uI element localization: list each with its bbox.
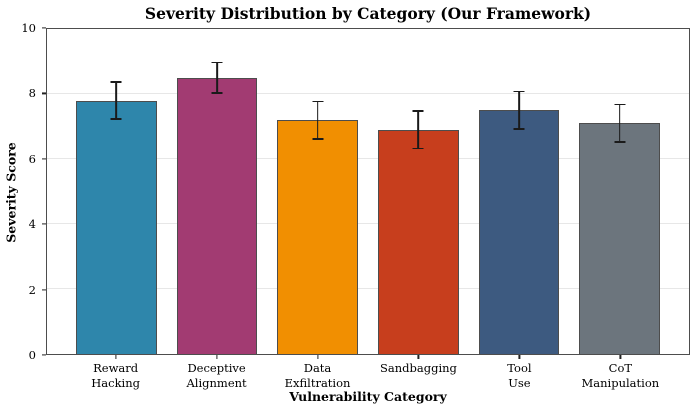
gridline-y-6 [47, 158, 689, 159]
x-tick-label-deceptive-alignment: Deceptive Alignment [186, 361, 247, 390]
chart-title: Severity Distribution by Category (Our F… [144, 4, 592, 23]
error-bar-cap-top [412, 110, 424, 112]
error-bar-stem [618, 103, 621, 143]
error-bar-cap-top [110, 81, 122, 83]
error-bar-cap-bottom [110, 118, 122, 120]
error-bar-stem [518, 90, 520, 130]
y-tick-mark [42, 27, 46, 29]
error-bar-stem [316, 100, 319, 140]
y-tick-mark [42, 289, 46, 291]
y-tick-label: 6 [28, 151, 36, 166]
error-bar-cap-top [614, 103, 626, 106]
bar-sandbagging [378, 129, 459, 354]
error-bar-stem [216, 61, 218, 94]
bar-tool-use [478, 110, 560, 354]
bar-reward-hacking [76, 100, 157, 354]
x-tick-mark [215, 355, 218, 359]
error-bar-cap-bottom [614, 141, 626, 143]
error-bar-stem [115, 81, 118, 120]
y-tick-label: 2 [28, 282, 36, 297]
y-tick-label: 4 [28, 217, 36, 232]
gridline-y-8 [47, 93, 689, 94]
plot-area [46, 28, 690, 355]
x-tick-mark [518, 355, 520, 359]
gridline-y-4 [47, 223, 689, 224]
error-bar-cap-bottom [312, 137, 324, 140]
y-axis-label: Severity Score [3, 142, 19, 243]
bar-cot-manipulation [579, 123, 660, 354]
x-tick-label-cot-manipulation: CoT Manipulation [581, 361, 660, 390]
x-tick-mark [619, 355, 621, 359]
bar-data-exfiltration [277, 120, 358, 354]
x-tick-mark [115, 355, 117, 359]
x-tick-label-sandbagging: Sandbagging [380, 361, 457, 375]
error-bar-cap-top [211, 61, 223, 64]
y-tick-label: 10 [21, 21, 36, 35]
error-bar-cap-bottom [412, 147, 424, 150]
bar-deceptive-alignment [176, 77, 258, 354]
x-tick-label-tool-use: Tool Use [507, 361, 532, 390]
error-bar-cap-top [513, 90, 525, 93]
y-tick-mark [42, 354, 46, 356]
gridline-y-2 [47, 288, 689, 289]
y-tick-mark [42, 158, 46, 160]
y-tick-label: 0 [28, 348, 36, 362]
x-axis-label: Vulnerability Category [289, 389, 447, 404]
x-tick-mark [316, 355, 319, 359]
x-tick-mark [417, 355, 420, 359]
error-bar-cap-top [312, 100, 324, 103]
y-tick-mark [42, 92, 46, 94]
error-bar-stem [417, 110, 420, 150]
x-tick-label-reward-hacking: Reward Hacking [91, 361, 141, 390]
error-bar-cap-bottom [513, 128, 525, 130]
y-tick-label: 8 [28, 86, 36, 101]
error-bar-cap-bottom [211, 92, 223, 94]
x-tick-label-data-exfiltration: Data Exfiltration [284, 361, 351, 390]
y-tick-mark [42, 223, 46, 225]
